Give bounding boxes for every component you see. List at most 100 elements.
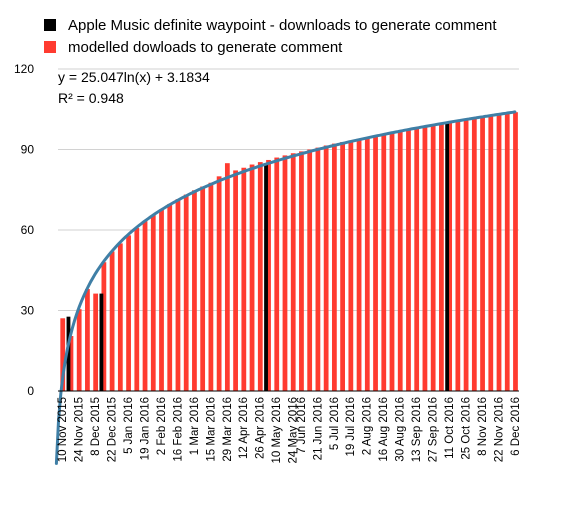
bar-modelled: [373, 135, 378, 391]
bar-modelled: [447, 122, 453, 392]
bar-modelled: [117, 243, 123, 391]
bar-modelled: [331, 143, 337, 391]
legend-item-modelled: modelled dowloads to generate comment: [44, 39, 342, 56]
x-tick-label: 8 Nov 2016: [477, 397, 489, 456]
x-tick-label: 19 Jul 2016: [345, 397, 357, 456]
y-tick-label: 120: [14, 62, 34, 76]
bar-modelled: [93, 293, 99, 391]
bar-modelled: [299, 151, 304, 391]
x-tick-label: 11 Oct 2016: [444, 397, 456, 459]
bar-modelled: [463, 119, 469, 391]
trendline-equation: y = 25.047ln(x) + 3.1834: [58, 69, 210, 85]
x-tick-label: 19 Jan 2016: [139, 397, 151, 460]
y-tick-labels: 0 30 60 90 120: [14, 62, 34, 398]
x-tick-label: 22 Dec 2015: [107, 397, 119, 462]
bar-modelled: [274, 157, 280, 391]
bar-modelled: [381, 133, 387, 392]
x-tick-label: 15 Mar 2016: [205, 397, 217, 462]
trendline-curve: [54, 110, 517, 465]
bar-modelled: [356, 138, 362, 391]
bar-modelled: [200, 186, 206, 391]
x-tick-label: 21 Jun 2016: [312, 397, 324, 460]
bar-modelled: [496, 114, 502, 391]
bar-modelled: [406, 129, 411, 391]
bar-modelled: [109, 251, 115, 391]
bar-modelled: [183, 194, 189, 391]
x-tick-label: 12 Apr 2016: [238, 397, 250, 459]
x-tick-label: 27 Sep 2016: [428, 397, 440, 462]
bar-modelled: [422, 126, 428, 391]
bar-waypoint: [264, 163, 268, 391]
y-tick-label: 90: [21, 143, 35, 157]
bar-modelled: [266, 159, 271, 391]
bar-modelled: [282, 155, 288, 391]
bar-modelled: [340, 141, 345, 391]
x-tick-label: 16 Aug 2016: [378, 397, 390, 462]
bar-modelled: [290, 153, 296, 391]
x-tick-label: 1 Mar 2016: [189, 397, 201, 455]
bar-modelled: [85, 289, 90, 391]
x-tick-label: 10 May 2016: [271, 397, 283, 464]
y-tick-label: 60: [21, 223, 35, 237]
bar-modelled: [348, 140, 354, 391]
bar-modelled: [439, 123, 444, 392]
y-tick-label: 0: [27, 384, 34, 398]
legend-swatch-black: [44, 19, 56, 31]
bar-modelled: [480, 117, 485, 392]
bar-modelled: [455, 121, 461, 391]
legend-label-modelled: modelled dowloads to generate comment: [68, 39, 343, 56]
trendline: [54, 110, 517, 465]
x-tick-label: 7 Jun 2016: [296, 397, 308, 454]
bar-modelled: [224, 163, 230, 391]
bar-modelled: [167, 203, 173, 391]
bar-modelled: [414, 128, 420, 392]
x-tick-label: 16 Feb 2016: [172, 397, 184, 462]
bar-modelled: [208, 182, 214, 391]
bar-modelled: [76, 309, 82, 391]
x-tick-label: 5 Jan 2016: [123, 397, 135, 454]
x-tick-label: 24 May 2016: [288, 397, 300, 464]
x-tick-label: 13 Sep 2016: [411, 397, 423, 462]
bar-modelled: [257, 162, 263, 391]
bar-modelled: [101, 262, 107, 391]
legend-swatch-red: [44, 41, 56, 53]
x-tick-label: 26 Apr 2016: [255, 397, 267, 459]
legend-label-waypoint: Apple Music definite waypoint - download…: [68, 17, 497, 34]
bar-modelled: [126, 235, 131, 391]
bar-modelled: [307, 149, 313, 391]
bar-modelled: [513, 112, 518, 392]
bar-modelled: [504, 113, 510, 391]
bar-waypoint: [99, 293, 104, 391]
bar-modelled: [150, 214, 156, 391]
bar-modelled: [471, 118, 477, 391]
x-tick-label: 24 Nov 2015: [74, 397, 86, 462]
x-tick-label: 25 Oct 2016: [460, 397, 472, 460]
bar-modelled: [233, 170, 238, 391]
x-tick-label: 6 Dec 2016: [510, 397, 522, 456]
bar-modelled: [60, 318, 66, 391]
bar-modelled: [68, 335, 74, 391]
x-tick-label: 2 Aug 2016: [362, 397, 374, 455]
bar-waypoint: [445, 122, 450, 391]
x-tick-label: 8 Dec 2015: [90, 397, 102, 456]
bar-modelled: [323, 145, 329, 391]
trendline-r-squared: R² = 0.948: [58, 90, 124, 106]
bar-modelled: [216, 176, 222, 391]
bar-modelled: [315, 147, 321, 391]
bar-modelled: [142, 221, 148, 391]
x-tick-label: 2 Feb 2016: [156, 397, 168, 455]
bar-modelled: [364, 137, 370, 391]
bar-modelled: [175, 199, 181, 391]
bar-modelled: [192, 190, 197, 391]
x-tick-label: 29 Mar 2016: [222, 397, 234, 462]
bar-modelled: [397, 130, 403, 391]
legend-item-waypoint: Apple Music definite waypoint - download…: [44, 17, 497, 34]
bar-marks: [60, 112, 518, 392]
bar-modelled: [159, 209, 164, 391]
bar-modelled: [430, 125, 436, 391]
x-tick-label: 10 Nov 2015: [57, 397, 69, 462]
bar-modelled: [389, 132, 395, 391]
x-tick-label: 5 Jul 2016: [329, 397, 341, 450]
bar-modelled: [241, 167, 247, 391]
